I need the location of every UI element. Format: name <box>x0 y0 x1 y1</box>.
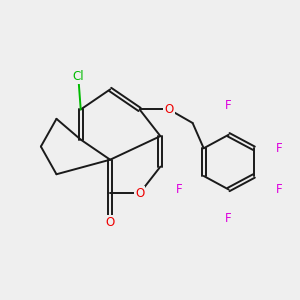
Text: O: O <box>164 103 174 116</box>
Text: F: F <box>276 142 283 155</box>
Text: F: F <box>176 183 183 196</box>
Text: O: O <box>106 216 115 229</box>
Text: F: F <box>225 99 232 112</box>
Text: F: F <box>225 212 232 225</box>
Text: F: F <box>276 183 283 196</box>
Text: O: O <box>135 187 144 200</box>
Text: Cl: Cl <box>73 70 84 83</box>
